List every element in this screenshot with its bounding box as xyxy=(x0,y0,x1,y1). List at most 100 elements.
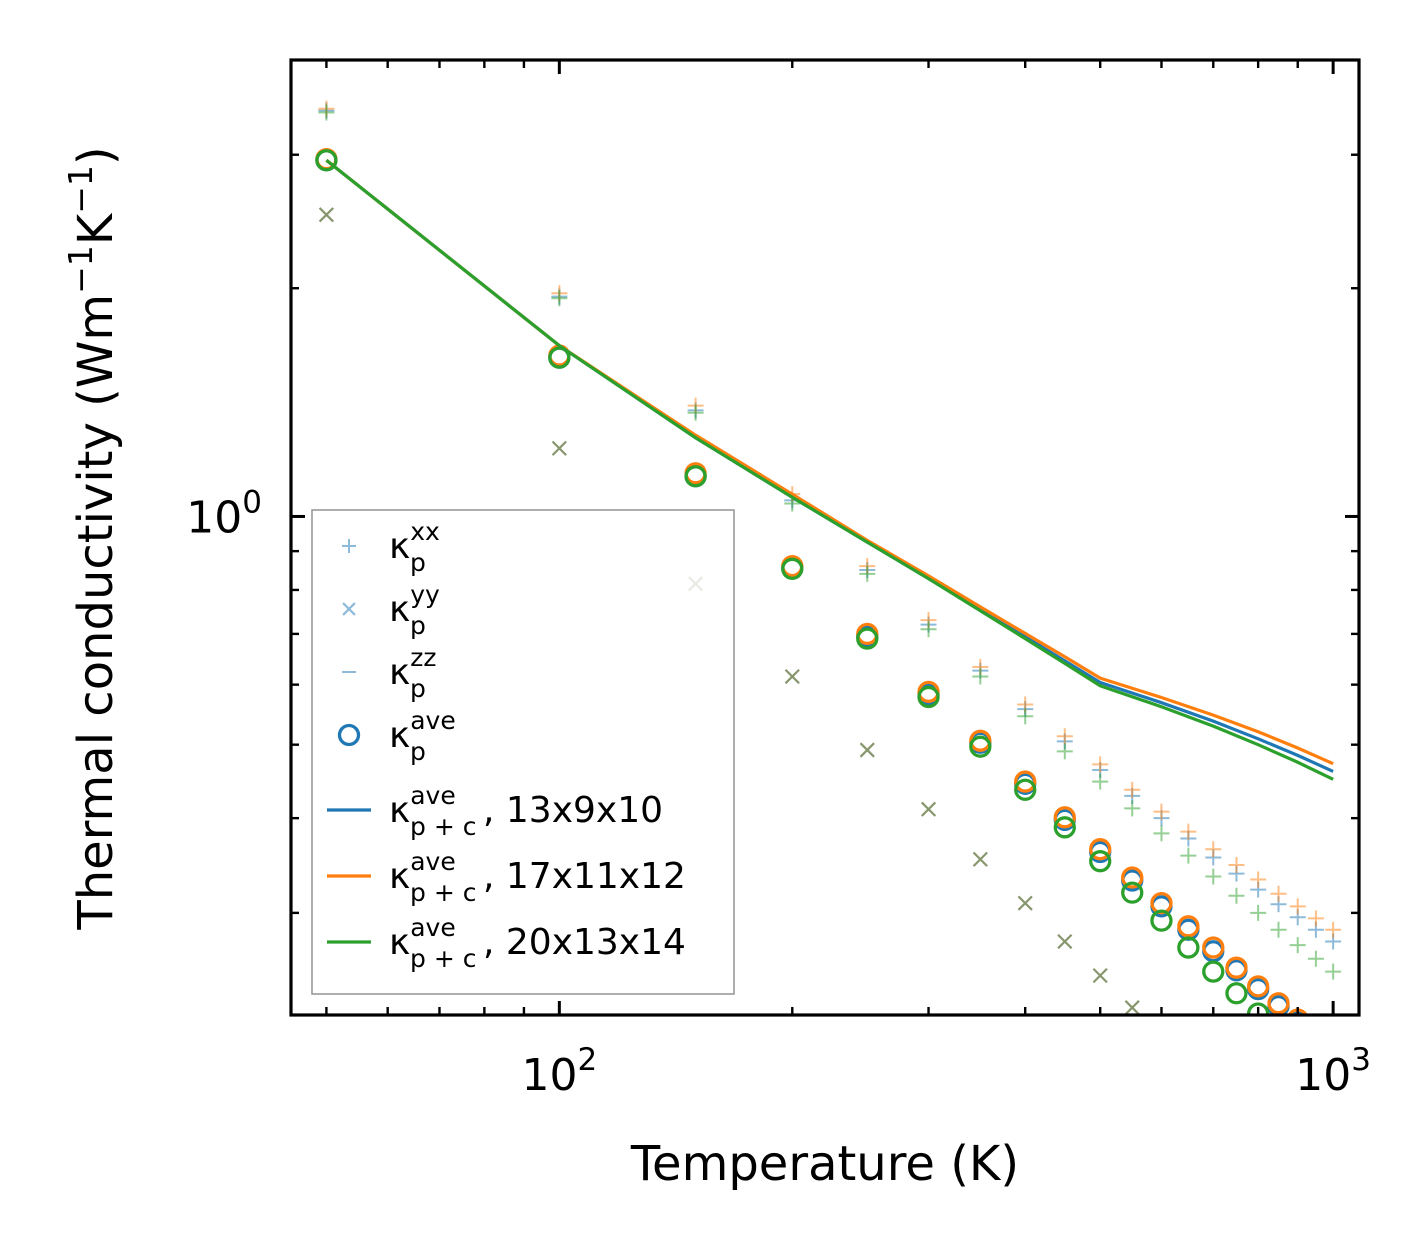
series-layer xyxy=(315,100,1342,1211)
point-kxx_20x13x14-100 xyxy=(551,290,568,307)
point-kxx_17x11x12-850 xyxy=(1270,885,1287,902)
point-kyy-550 xyxy=(1124,1000,1140,1015)
x-tick-label: 102 xyxy=(521,1042,597,1101)
point-kxx_20x13x14-50 xyxy=(318,104,335,121)
point-kxx_20x13x14-700 xyxy=(1205,868,1222,885)
point-kave_20x13x14-550 xyxy=(1121,881,1144,904)
legend-entry: κzz p xyxy=(342,643,436,703)
point-kyy-400 xyxy=(1017,895,1033,911)
point-kave_20x13x14-150 xyxy=(684,465,707,488)
legend-entry: κave p xyxy=(337,706,456,766)
point-kxx_20x13x14-250 xyxy=(859,565,876,582)
point-kyy-700 xyxy=(1206,1080,1220,1094)
tick-layer xyxy=(291,60,1359,1015)
legend-marker-plus xyxy=(342,539,356,553)
point-kyy-50 xyxy=(318,207,334,223)
point-kyy-250 xyxy=(859,742,875,758)
point-kxx_20x13x14-150 xyxy=(687,404,704,421)
point-kave_20x13x14-250 xyxy=(856,627,879,650)
point-kyy-1000 xyxy=(1326,1197,1340,1211)
point-kxx_20x13x14-600 xyxy=(1153,825,1170,842)
point-kxx_20x13x14-750 xyxy=(1228,887,1245,904)
series-kxx_17x11x12 xyxy=(318,100,1342,938)
point-kyy-450 xyxy=(1057,933,1073,950)
point-kyy-750 xyxy=(1230,1103,1244,1117)
label-layer: 102 103 100 xyxy=(186,484,1371,1101)
legend-label: κave p + c, 13x9x10 xyxy=(389,781,663,841)
point-kave_20x13x14-200 xyxy=(781,557,804,580)
legend-entry: κave p + c, 13x9x10 xyxy=(327,781,663,841)
point-kxx_20x13x14-350 xyxy=(972,668,989,685)
point-kave_17x11x12-650 xyxy=(1177,915,1200,938)
point-kxx_17x11x12-900 xyxy=(1289,898,1306,915)
point-kxx_20x13x14-900 xyxy=(1289,937,1306,954)
point-kave_17x11x12-350 xyxy=(969,729,992,752)
point-kxx_20x13x14-550 xyxy=(1124,800,1141,817)
point-kave_20x13x14-700 xyxy=(1202,960,1225,983)
point-kave_17x11x12-450 xyxy=(1053,806,1076,829)
point-kave_17x11x12-400 xyxy=(1014,770,1037,793)
point-kave_20x13x14-350 xyxy=(969,735,992,758)
point-kave_20x13x14-650 xyxy=(1177,936,1200,959)
series-line-kpc_17x11x12 xyxy=(325,159,1334,766)
point-kxx_20x13x14-450 xyxy=(1056,743,1073,760)
point-kyy-500 xyxy=(1092,967,1108,984)
legend-entry: κave p + c, 20x13x14 xyxy=(327,913,686,973)
point-kxx_17x11x12-650 xyxy=(1180,823,1197,840)
x-tick-label: 103 xyxy=(1295,1042,1371,1101)
point-kave_20x13x14-450 xyxy=(1053,816,1076,839)
legend-entry: κxx p xyxy=(342,517,440,577)
point-kxx_20x13x14-400 xyxy=(1017,708,1034,725)
point-kave_20x13x14-100 xyxy=(548,346,571,369)
point-kyy-900 xyxy=(1291,1162,1305,1176)
legend-entry: κave p + c, 17x11x12 xyxy=(327,847,686,907)
legend-entry: κyy p xyxy=(342,580,440,640)
point-kxx_17x11x12-500 xyxy=(1092,756,1109,773)
point-kxx_20x13x14-800 xyxy=(1250,904,1267,921)
series-kxx_20x13x14 xyxy=(318,104,1342,980)
point-kxx_20x13x14-950 xyxy=(1307,950,1324,967)
point-kxx_17x11x12-1000 xyxy=(1325,921,1342,938)
point-kxx_17x11x12-550 xyxy=(1124,781,1141,798)
point-kave_20x13x14-300 xyxy=(917,685,940,709)
point-kxx_17x11x12-450 xyxy=(1056,728,1073,745)
point-kave_17x11x12-700 xyxy=(1202,936,1225,959)
point-kave_20x13x14-400 xyxy=(1014,778,1037,801)
point-kave_20x13x14-500 xyxy=(1089,850,1112,873)
point-kxx_20x13x14-850 xyxy=(1270,921,1287,938)
point-kyy-600 xyxy=(1155,1028,1169,1042)
legend-label: κave p + c, 17x11x12 xyxy=(389,847,686,907)
point-kyy-800 xyxy=(1251,1124,1265,1138)
point-kxx_20x13x14-500 xyxy=(1092,773,1109,790)
point-kxx_20x13x14-1000 xyxy=(1325,963,1342,980)
axes-frame xyxy=(289,58,1361,1017)
legend-marker-circle xyxy=(337,723,361,747)
legend-box xyxy=(311,509,735,995)
point-kyy-650 xyxy=(1182,1055,1196,1069)
point-kave_17x11x12-750 xyxy=(1225,956,1248,979)
point-kave_13x9x10-950 xyxy=(1306,1027,1325,1046)
point-kxx_17x11x12-800 xyxy=(1250,871,1267,888)
point-kyy-300 xyxy=(920,801,937,817)
legend-label: κave p + c, 20x13x14 xyxy=(389,913,686,973)
legend-label: κave p xyxy=(389,706,456,766)
legend-label: κzz p xyxy=(389,643,436,703)
point-kyy-100 xyxy=(551,440,567,456)
point-kxx_17x11x12-750 xyxy=(1228,856,1245,873)
point-kxx_17x11x12-600 xyxy=(1153,803,1170,820)
point-kave_20x13x14-600 xyxy=(1150,909,1173,932)
point-kave_20x13x14-850 xyxy=(1269,1024,1288,1043)
legend-marker-cross xyxy=(342,602,356,616)
point-kave_17x11x12-800 xyxy=(1246,975,1270,998)
point-kave_20x13x14-50 xyxy=(315,149,338,172)
series-kyy xyxy=(318,207,1340,1211)
point-kave_17x11x12-850 xyxy=(1267,992,1290,1015)
point-kxx_17x11x12-950 xyxy=(1307,910,1324,927)
point-kyy-200 xyxy=(784,668,800,685)
point-kxx_20x13x14-650 xyxy=(1180,847,1197,864)
point-kave_17x11x12-550 xyxy=(1121,866,1144,889)
point-kyy-950 xyxy=(1309,1179,1323,1193)
series-line-kpc_20x13x14 xyxy=(325,159,1334,781)
